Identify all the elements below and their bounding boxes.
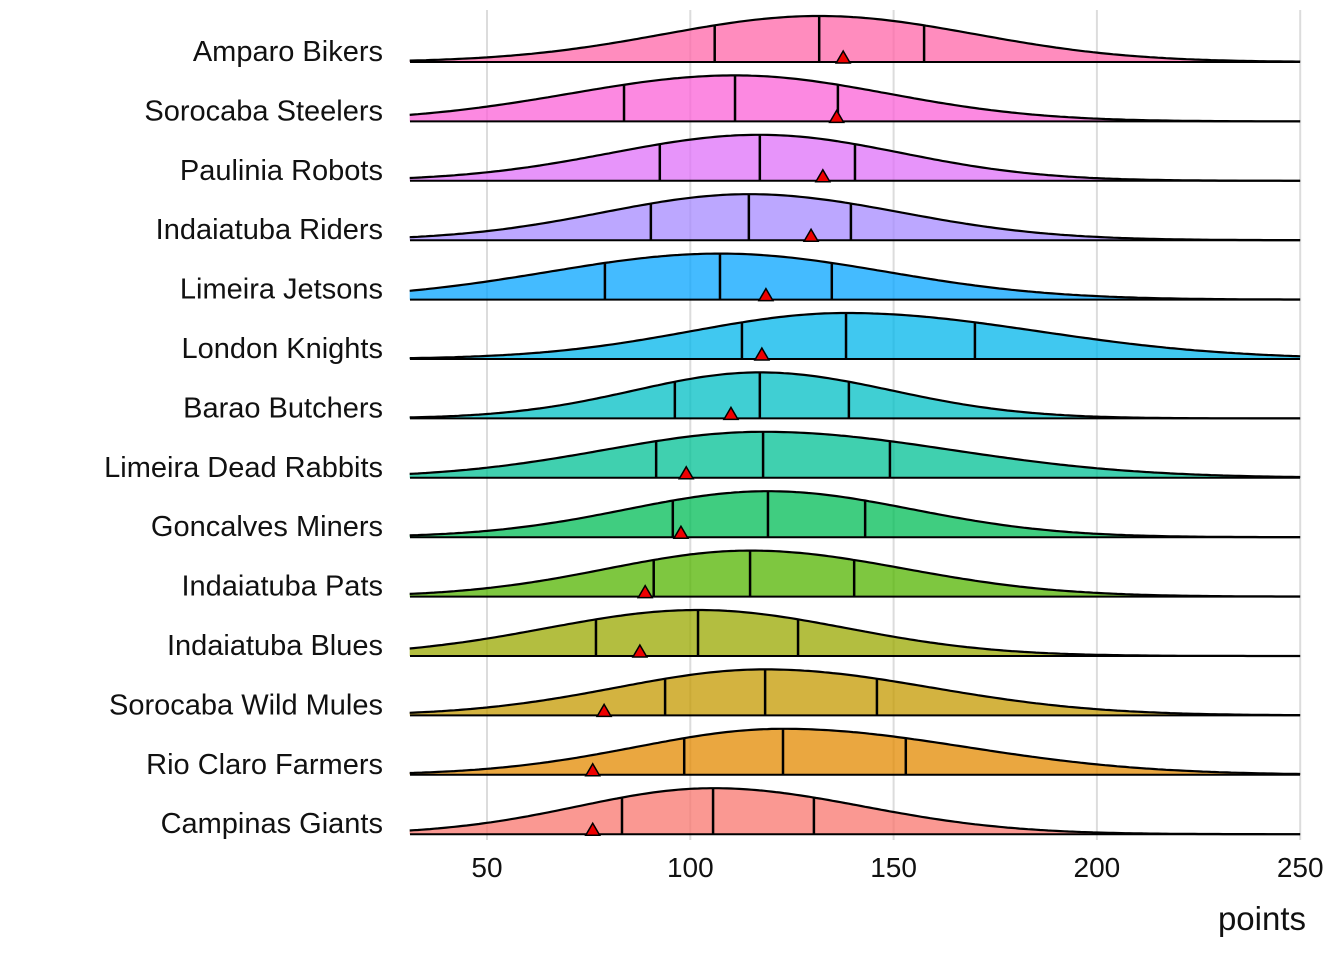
- x-tick-label: 50: [471, 852, 502, 883]
- ridge-indaiatuba-riders: [409, 193, 1301, 242]
- mean-marker: [722, 405, 740, 421]
- x-axis-ticks: 50 100 150 200 250: [471, 852, 1323, 883]
- mean-marker: [828, 108, 845, 124]
- row-label: Paulinia Robots: [180, 155, 383, 187]
- density-area: [409, 313, 1301, 359]
- ridges: [409, 14, 1301, 836]
- ridge-goncalves-miners: [409, 490, 1301, 539]
- ridge-london-knights: [409, 311, 1301, 361]
- density-line: [409, 490, 1301, 539]
- row-label: Indaiatuba Blues: [167, 630, 383, 662]
- mean-marker: [636, 584, 654, 599]
- density-line: [409, 311, 1301, 360]
- density-area: [409, 788, 1301, 835]
- row-label: Rio Claro Farmers: [146, 749, 383, 781]
- density-area: [409, 728, 1301, 775]
- density-line: [409, 430, 1301, 479]
- mean-marker: [802, 227, 820, 242]
- row-label: Limeira Jetsons: [180, 274, 383, 306]
- row-label: Campinas Giants: [161, 808, 383, 840]
- density-area: [409, 669, 1301, 716]
- x-tick-label: 150: [870, 852, 917, 883]
- row-label: Amparo Bikers: [193, 36, 383, 68]
- density-area: [409, 75, 1301, 122]
- ridge-sorocaba-steelers: [409, 74, 1301, 124]
- ridge-rio-claro-farmers: [409, 727, 1301, 777]
- density-area: [409, 16, 1301, 62]
- mean-marker: [631, 643, 649, 658]
- density-line: [409, 14, 1301, 63]
- mean-marker: [757, 287, 775, 302]
- x-tick-label: 250: [1277, 852, 1324, 883]
- mean-marker: [677, 465, 695, 480]
- row-label: Indaiatuba Riders: [156, 214, 383, 246]
- row-label: Barao Butchers: [183, 392, 383, 424]
- density-line: [409, 668, 1301, 717]
- row-label: Indaiatuba Pats: [181, 571, 383, 603]
- ridge-paulinia-robots: [409, 133, 1301, 183]
- ridge-indaiatuba-blues: [409, 608, 1301, 658]
- x-axis-title: points: [1218, 900, 1306, 937]
- mean-marker: [753, 346, 771, 361]
- row-label: Sorocaba Steelers: [144, 95, 383, 127]
- x-tick-label: 200: [1074, 852, 1121, 883]
- ridge-barao-butchers: [409, 371, 1301, 421]
- row-label: Goncalves Miners: [151, 511, 383, 543]
- density-line: [409, 252, 1301, 301]
- row-label: Limeira Dead Rabbits: [104, 452, 383, 484]
- row-label: Sorocaba Wild Mules: [109, 689, 383, 721]
- density-line: [409, 727, 1301, 776]
- mean-marker: [584, 762, 602, 777]
- density-line: [409, 74, 1301, 123]
- ridge-limeira-jetsons: [409, 252, 1301, 302]
- density-area: [409, 372, 1301, 419]
- mean-marker: [834, 49, 852, 64]
- mean-marker: [814, 168, 832, 183]
- ridge-amparo-bikers: [409, 14, 1301, 64]
- row-label: London Knights: [181, 333, 383, 365]
- mean-marker: [584, 821, 602, 836]
- density-line: [409, 193, 1301, 242]
- x-tick-label: 100: [667, 852, 714, 883]
- ridge-limeira-dead-rabbits: [409, 430, 1301, 480]
- density-area: [409, 431, 1301, 478]
- density-line: [409, 549, 1301, 598]
- ridge-campinas-giants: [409, 787, 1301, 836]
- ridge-sorocaba-wild-mules: [409, 668, 1301, 718]
- density-area: [409, 194, 1301, 241]
- density-area: [409, 253, 1301, 300]
- mean-marker: [672, 524, 690, 539]
- ridge-indaiatuba-pats: [409, 549, 1301, 599]
- row-labels: Amparo Bikers Sorocaba Steelers Paulinia R…: [104, 36, 383, 840]
- mean-marker: [595, 702, 613, 718]
- density-area: [409, 491, 1301, 538]
- density-area: [409, 610, 1301, 656]
